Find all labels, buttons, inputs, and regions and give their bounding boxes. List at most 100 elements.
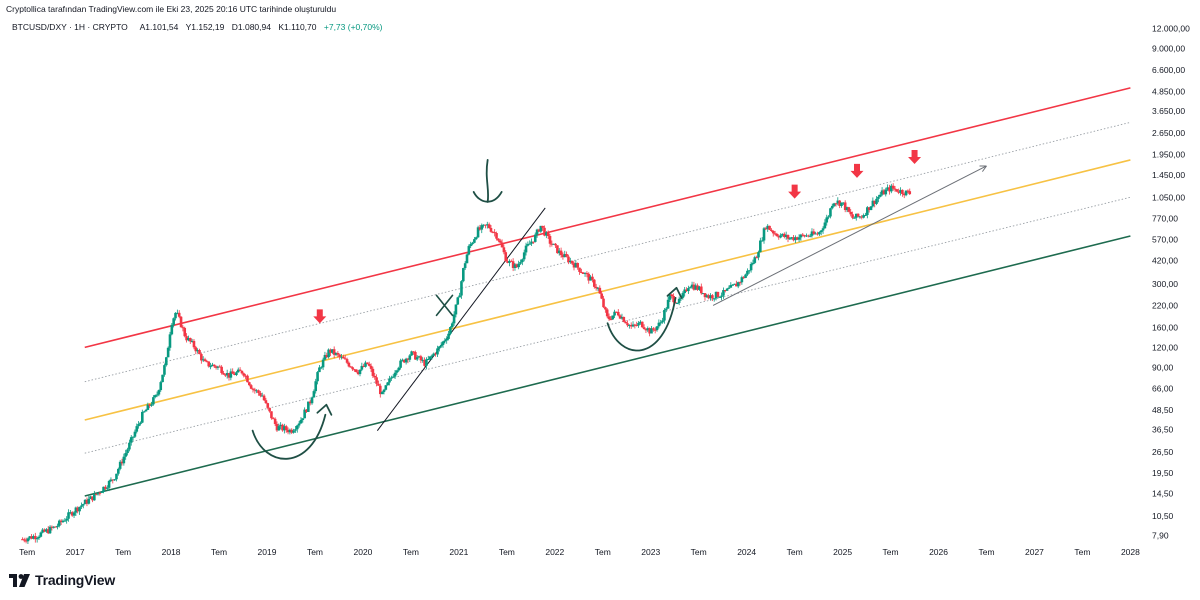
candle	[818, 231, 821, 237]
symbol-name[interactable]: BTCUSD/DXY · 1H · CRYPTO	[12, 22, 128, 32]
candle-body	[126, 449, 129, 454]
candle-body	[292, 430, 295, 433]
candle-body	[174, 312, 177, 319]
candle	[777, 234, 781, 240]
candle-body	[192, 340, 196, 348]
down-arrow-marker	[908, 149, 922, 164]
candle-body	[432, 353, 436, 356]
candle-body	[85, 499, 89, 504]
candle-body	[417, 356, 421, 358]
candle	[80, 502, 83, 509]
candle-body	[347, 362, 351, 367]
candle-body	[105, 487, 109, 489]
candle	[113, 478, 116, 481]
candle	[57, 519, 61, 528]
candle-body	[860, 216, 864, 218]
dotted-2	[84, 196, 1131, 454]
candle-body	[65, 518, 68, 521]
candle-body	[545, 232, 548, 236]
candle-body	[511, 261, 515, 268]
candle-body	[528, 243, 532, 245]
time-axis[interactable]: Tem 2017 Tem 2018 Tem 2019 Tem 2020 Tem 2021 Tem 20…	[19, 547, 1140, 557]
candle	[858, 215, 862, 219]
candle	[696, 283, 699, 291]
price-axis[interactable]: 12.000,00 9.000,00 6.600,00 4.850,00 3.650,0…	[1152, 24, 1190, 541]
candle-body	[620, 316, 624, 319]
tradingview-brand[interactable]: TradingView	[9, 572, 115, 588]
candle	[164, 356, 168, 367]
lower-channel	[84, 235, 1131, 497]
time-tick-label: 2025	[833, 547, 852, 557]
candle	[862, 213, 865, 219]
candle-body	[862, 215, 865, 218]
candle-body	[736, 282, 740, 287]
candle-body	[222, 373, 225, 375]
down-stroke	[485, 159, 490, 203]
candle	[105, 485, 109, 491]
candle-body	[832, 203, 836, 206]
candle-body	[705, 295, 709, 298]
candle-body	[253, 389, 257, 391]
candle-body	[34, 536, 37, 540]
candles	[21, 183, 912, 545]
candle-body	[908, 191, 912, 195]
candle	[609, 316, 613, 321]
candle	[596, 287, 600, 291]
candle	[768, 225, 771, 231]
candle	[131, 436, 135, 441]
candle	[229, 368, 233, 381]
candle-body	[445, 338, 449, 341]
candle	[493, 229, 496, 237]
candle-body	[349, 366, 353, 368]
candle-body	[231, 371, 235, 374]
candle-body	[652, 328, 655, 330]
candle	[87, 495, 91, 505]
candle-body	[203, 359, 207, 362]
down-arrow-marker	[850, 163, 864, 178]
candle	[303, 407, 306, 419]
candle-body	[240, 370, 244, 374]
candle-body	[474, 237, 478, 240]
candle-body	[644, 329, 648, 331]
candle	[473, 237, 476, 244]
candle-body	[166, 347, 170, 358]
candle	[290, 428, 294, 435]
candle-body	[214, 366, 218, 368]
candle-body	[561, 255, 565, 258]
candle-body	[355, 369, 358, 373]
candle-body	[155, 394, 159, 396]
candle	[744, 273, 747, 279]
price-tick-label: 1.450,00	[1152, 170, 1185, 180]
candle-body	[655, 326, 659, 331]
candle-body	[548, 236, 552, 244]
time-tick-label: 2028	[1121, 547, 1140, 557]
candle	[467, 244, 471, 256]
candle-body	[858, 216, 862, 218]
candle	[434, 352, 437, 357]
candle-body	[663, 309, 666, 321]
candle-body	[709, 295, 712, 299]
candle-body	[853, 217, 856, 219]
candle	[871, 197, 875, 208]
candle-body	[69, 512, 72, 514]
annotation-curve	[251, 413, 327, 460]
candle	[629, 322, 633, 329]
candle	[545, 231, 548, 239]
candle-body	[799, 234, 803, 238]
candle-body	[583, 273, 587, 275]
candle-body	[893, 188, 897, 190]
candle	[644, 328, 648, 334]
candle	[22, 537, 26, 543]
open-value: A1.101,54	[139, 22, 179, 32]
time-tick-label: Tem	[211, 547, 227, 557]
candle-body	[692, 284, 696, 290]
candle-body	[648, 328, 651, 334]
candle-body	[657, 322, 661, 327]
candle-body	[74, 507, 78, 513]
candle-body	[491, 231, 495, 233]
candle	[498, 238, 502, 244]
candle	[576, 262, 579, 270]
candle	[866, 206, 869, 219]
candle-body	[259, 393, 262, 396]
